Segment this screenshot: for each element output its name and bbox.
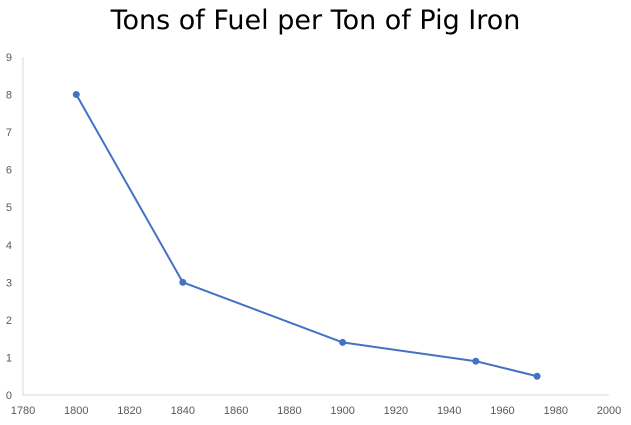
axes	[22, 57, 609, 396]
y-tick-label: 1	[6, 352, 12, 364]
y-tick-label: 6	[6, 165, 12, 177]
data-point	[72, 91, 80, 99]
y-tick-label: 7	[6, 127, 12, 139]
x-tick-label: 1920	[384, 405, 408, 417]
y-tick-label: 5	[6, 202, 12, 214]
x-tick-label: 1840	[171, 405, 195, 417]
x-tick-label: 1820	[117, 405, 141, 417]
x-tick-labels: 1780 1800 1820 1840 1860 1880 1900 1920 1940 1960…	[11, 405, 621, 417]
series-line	[75, 94, 538, 378]
x-tick-label: 1960	[490, 405, 514, 417]
series-layer	[72, 91, 541, 380]
x-tick-label: 1900	[330, 405, 354, 417]
y-tick-label: 8	[6, 90, 12, 102]
x-tick-label: 1780	[11, 405, 35, 417]
y-tick-label: 0	[6, 390, 12, 402]
x-tick-label: 1880	[277, 405, 301, 417]
x-tick-label: 1940	[437, 405, 461, 417]
data-point	[179, 278, 187, 286]
chart-title: Tons of Fuel per Ton of Pig Iron	[110, 5, 521, 36]
y-tick-label: 2	[6, 315, 12, 327]
y-tick-labels: 0 1 2 3 4 5 6 7 8 9	[6, 52, 12, 402]
x-tick-label: 1800	[64, 405, 88, 417]
y-tick-label: 4	[6, 240, 12, 252]
x-tick-label: 1980	[543, 405, 567, 417]
data-point	[472, 357, 480, 365]
y-tick-label: 9	[6, 52, 12, 64]
data-point	[339, 338, 347, 346]
x-tick-label: 1860	[224, 405, 248, 417]
y-tick-label: 3	[6, 277, 12, 289]
data-point	[533, 372, 541, 380]
x-tick-label: 2000	[597, 405, 621, 417]
